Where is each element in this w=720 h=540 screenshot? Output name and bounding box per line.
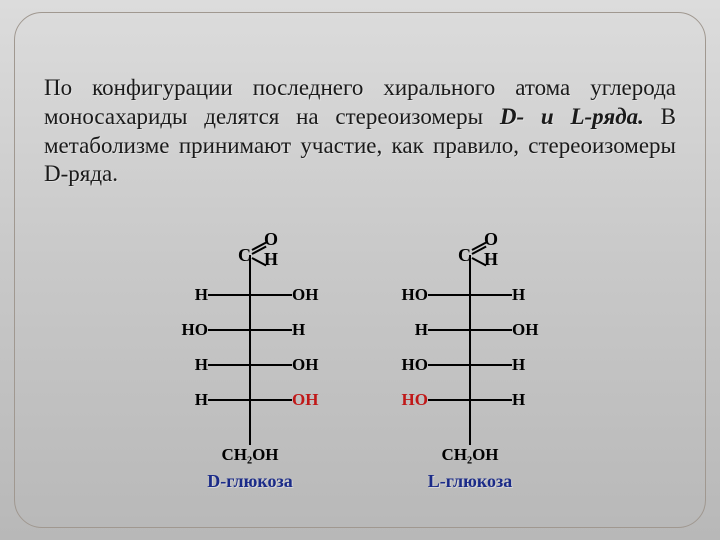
horizontal-bond [208, 364, 292, 366]
carbon-label: C [238, 245, 251, 266]
horizontal-bond [428, 364, 512, 366]
horizontal-bond [428, 329, 512, 331]
chiral-row: H OH [180, 285, 320, 305]
horizontal-bond [428, 294, 512, 296]
horizontal-bond [208, 399, 292, 401]
name-rest: -глюкоза [220, 471, 292, 491]
horizontal-bond [208, 329, 292, 331]
terminal-group: CH₂OH [441, 445, 498, 465]
left-substituent: H [176, 390, 208, 410]
aldehyde-group: C O H [220, 235, 280, 269]
fischer-projection: C O H H OH HO H H OH [180, 235, 320, 465]
chiral-row: HO H [400, 285, 540, 305]
right-substituent: H [512, 355, 544, 375]
chiral-row: HO H [400, 355, 540, 375]
horizontal-bond [428, 399, 512, 401]
fischer-projection: C O H HO H H OH HO H [400, 235, 540, 465]
paragraph: По конфигурации последнего хирального ат… [44, 74, 676, 189]
left-substituent: H [176, 355, 208, 375]
left-substituent: HO [396, 285, 428, 305]
carbon-label: C [458, 245, 471, 266]
paragraph-emph: D- и L-ряда. [500, 104, 644, 129]
left-substituent-highlighted: HO [396, 390, 428, 410]
horizontal-bond [208, 294, 292, 296]
chiral-row: HO H [180, 320, 320, 340]
structures-container: C O H H OH HO H H OH [0, 235, 720, 492]
molecule-l-glucose: C O H HO H H OH HO H [400, 235, 540, 492]
backbone-line [249, 255, 251, 445]
right-substituent: H [512, 390, 544, 410]
left-substituent: HO [396, 355, 428, 375]
molecule-d-glucose: C O H H OH HO H H OH [180, 235, 320, 492]
chiral-row: H OH [180, 390, 320, 410]
right-substituent: H [512, 285, 544, 305]
chiral-row: H OH [180, 355, 320, 375]
chiral-row: H OH [400, 320, 540, 340]
name-rest: -глюкоза [440, 471, 512, 491]
right-substituent: OH [292, 355, 324, 375]
backbone-line [469, 255, 471, 445]
right-substituent: H [292, 320, 324, 340]
left-substituent: H [396, 320, 428, 340]
terminal-group: CH₂OH [221, 445, 278, 465]
right-substituent: OH [512, 320, 544, 340]
left-substituent: HO [176, 320, 208, 340]
hydrogen-label: H [484, 249, 498, 270]
molecule-name: L-глюкоза [428, 471, 513, 492]
hydrogen-label: H [264, 249, 278, 270]
molecule-name: D-глюкоза [207, 471, 292, 492]
left-substituent: H [176, 285, 208, 305]
chiral-row: HO H [400, 390, 540, 410]
right-substituent-highlighted: OH [292, 390, 324, 410]
aldehyde-group: C O H [440, 235, 500, 269]
d-l-prefix: L [428, 471, 440, 491]
d-l-prefix: D [207, 471, 220, 491]
right-substituent: OH [292, 285, 324, 305]
